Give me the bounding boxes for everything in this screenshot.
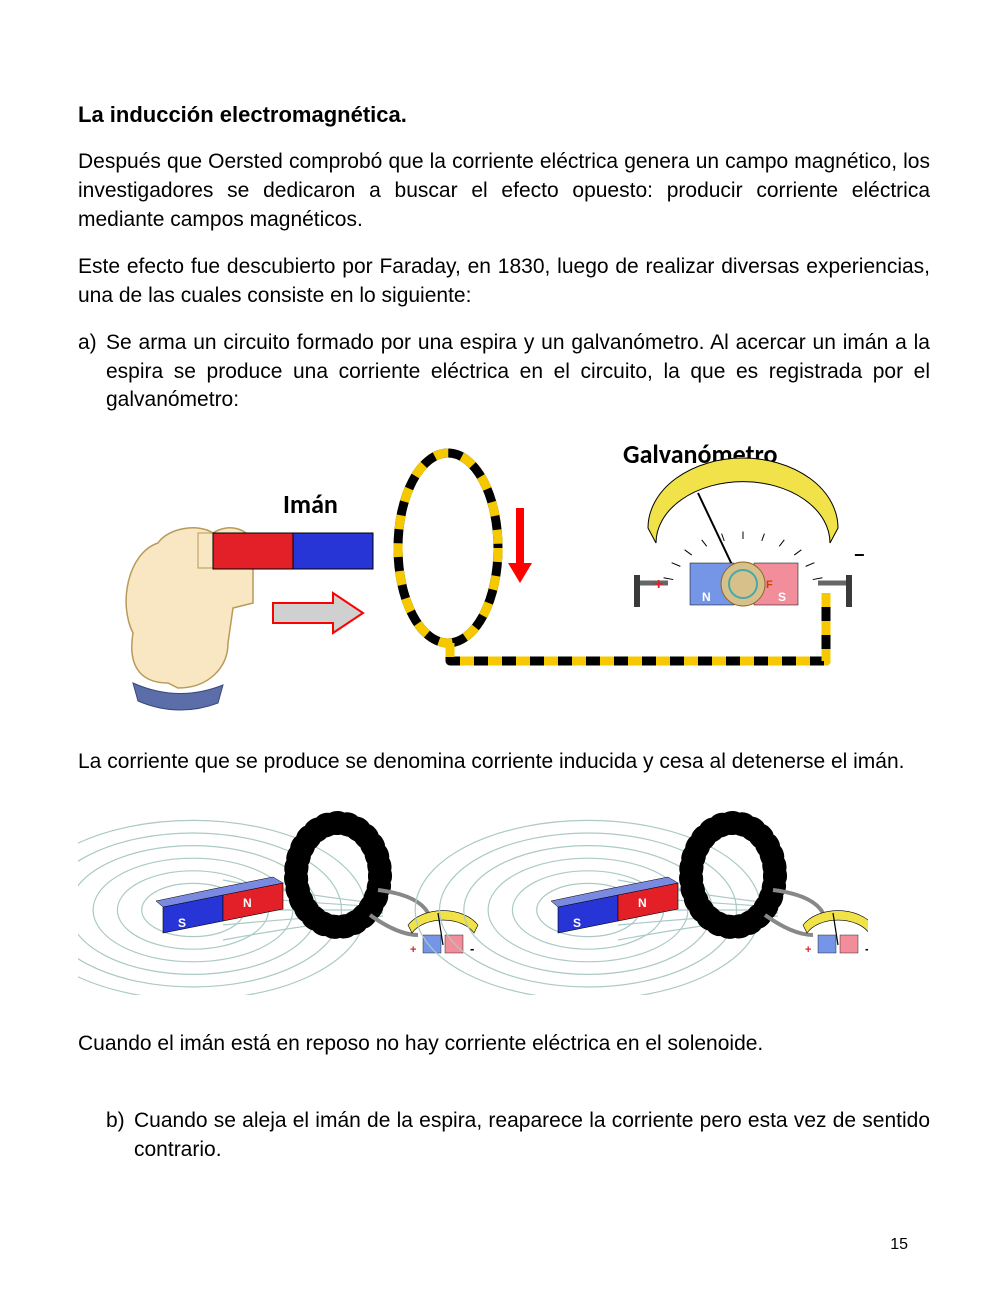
svg-text:S: S — [778, 590, 786, 604]
page-title: La inducción electromagnética. — [78, 100, 930, 130]
page-number: 15 — [890, 1236, 908, 1254]
svg-text:S: S — [178, 916, 186, 930]
list-item-b: b) Cuando se aleja el imán de la espira,… — [78, 1107, 930, 1165]
paragraph-4: Cuando el imán está en reposo no hay cor… — [78, 1030, 930, 1059]
svg-text:Imán: Imán — [283, 488, 338, 520]
document-page: La inducción electromagnética. Después q… — [0, 0, 1008, 1304]
svg-text:−: − — [854, 545, 865, 565]
svg-text:N: N — [243, 896, 252, 910]
svg-text:-: - — [865, 941, 868, 956]
list-marker-b: b) — [106, 1107, 134, 1165]
svg-text:+: + — [805, 944, 811, 956]
svg-text:S: S — [573, 916, 581, 930]
paragraph-2: Este efecto fue descubierto por Faraday,… — [78, 253, 930, 311]
svg-text:N: N — [702, 590, 711, 604]
svg-text:+: + — [654, 576, 663, 593]
paragraph-1: Después que Oersted comprobó que la corr… — [78, 148, 930, 235]
figure-2: S N + - S N + - — [78, 795, 930, 1000]
list-marker-a: a) — [78, 329, 106, 416]
svg-text:-: - — [470, 941, 474, 956]
list-text-b: Cuando se aleja el imán de la espira, re… — [134, 1107, 930, 1165]
figure-2-svg: S N + - S N + - — [78, 795, 868, 995]
paragraph-3: La corriente que se produce se denomina … — [78, 748, 930, 777]
svg-text:N: N — [638, 896, 647, 910]
figure-1-svg: ImánGalvanómetroNS+−F — [78, 433, 868, 713]
list-text-a: Se arma un circuito formado por una espi… — [106, 329, 930, 416]
svg-text:F: F — [766, 579, 773, 591]
list-item-a: a) Se arma un circuito formado por una e… — [78, 329, 930, 416]
svg-text:+: + — [410, 944, 416, 956]
figure-1: ImánGalvanómetroNS+−F — [78, 433, 930, 718]
